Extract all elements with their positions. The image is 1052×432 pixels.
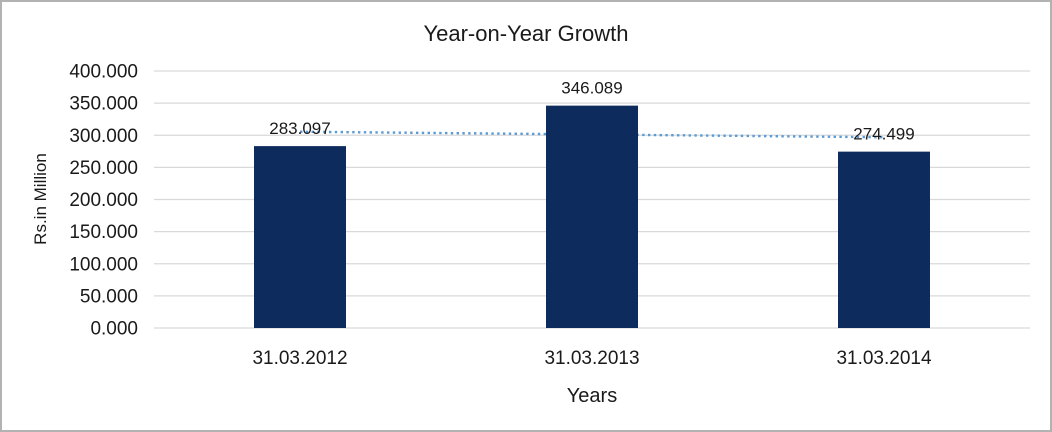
x-axis-title: Years (566, 385, 618, 407)
y-tick-label: 350.000 (69, 94, 138, 115)
y-tick-label: 300.000 (69, 126, 138, 147)
y-tick-label: 50.000 (80, 286, 138, 307)
x-tick-label: 31.03.2013 (544, 348, 639, 369)
x-tick-label: 31.03.2012 (252, 348, 347, 369)
y-tick-label: 150.000 (69, 222, 138, 243)
y-tick-label: 400.000 (69, 62, 138, 83)
chart-title: Year-on-Year Growth (423, 21, 629, 46)
y-tick-label: 100.000 (69, 254, 138, 275)
bar-data-label: 274.499 (853, 125, 914, 144)
y-tick-label: 200.000 (69, 190, 138, 211)
bar (254, 146, 346, 328)
bar-data-label: 346.089 (561, 79, 622, 98)
bar-data-label: 283.097 (269, 119, 330, 138)
y-tick-label: 0.000 (90, 319, 138, 340)
x-tick-label: 31.03.2014 (836, 348, 932, 369)
bar (546, 105, 638, 328)
y-tick-label: 250.000 (69, 158, 138, 179)
bar (838, 151, 930, 328)
